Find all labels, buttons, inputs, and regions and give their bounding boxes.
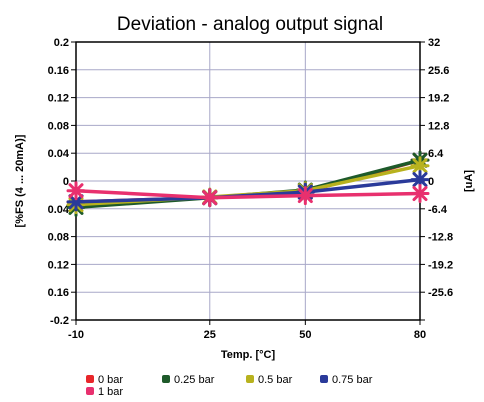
legend-label: 0.75 bar bbox=[332, 374, 373, 386]
data-point bbox=[66, 181, 86, 201]
data-point bbox=[295, 186, 315, 206]
legend-item: 0 bar bbox=[86, 374, 123, 386]
y-tick-label: 0.12 bbox=[48, 93, 69, 105]
data-point bbox=[410, 156, 430, 176]
y-tick-label: 0.08 bbox=[48, 232, 69, 244]
legend-swatch bbox=[246, 375, 254, 383]
series-line bbox=[75, 188, 421, 200]
data-point bbox=[66, 192, 86, 212]
y2-tick-label: -19.2 bbox=[428, 259, 453, 271]
legend-item: 1 bar bbox=[86, 386, 123, 398]
y-tick-label: 0.04 bbox=[48, 148, 70, 160]
x-axis: -10 25 50 80 bbox=[68, 320, 426, 341]
data-point bbox=[410, 184, 430, 204]
legend-swatch bbox=[86, 387, 94, 395]
legend: 0 bar 0.25 bar 0.5 bar 0.75 bar 1 bar bbox=[86, 374, 373, 398]
legend-item: 0.25 bar bbox=[162, 374, 215, 386]
x-tick-label: 50 bbox=[299, 329, 311, 341]
y-tick-label: 0.12 bbox=[48, 259, 69, 271]
series-1-bar bbox=[66, 181, 430, 208]
grid bbox=[76, 42, 420, 320]
y-axis-left: 0.2 0.16 0.12 0.08 0.04 0 0.04 0.08 0.12 0.16 -0.2 bbox=[48, 37, 76, 327]
legend-item: 0.5 bar bbox=[246, 374, 293, 386]
chart-title: Deviation - analog output signal bbox=[117, 14, 383, 35]
legend-label: 0 bar bbox=[98, 374, 123, 386]
x-tick-label: 25 bbox=[204, 329, 216, 341]
x-tick-label: 80 bbox=[414, 329, 426, 341]
legend-label: 0.5 bar bbox=[258, 374, 293, 386]
y-tick-label: 0.04 bbox=[48, 204, 70, 216]
legend-label: 0.25 bar bbox=[174, 374, 215, 386]
series-layer bbox=[66, 150, 430, 217]
legend-label: 1 bar bbox=[98, 386, 123, 398]
y2-tick-label: 0 bbox=[428, 176, 434, 188]
y-tick-label: 0.16 bbox=[48, 65, 69, 77]
y2-tick-label: 12.8 bbox=[428, 120, 449, 132]
y-tick-label: 0.2 bbox=[54, 37, 69, 49]
y-axis-right: 32 25.6 19.2 12.8 6.4 0 -6.4 -12.8 -19.2 -25.6 bbox=[420, 37, 453, 321]
data-point bbox=[410, 170, 430, 190]
legend-swatch bbox=[320, 375, 328, 383]
legend-item: 0.75 bar bbox=[320, 374, 373, 386]
y2-tick-label: 25.6 bbox=[428, 65, 449, 77]
x-tick-label: -10 bbox=[68, 329, 84, 341]
y-tick-label: -0.2 bbox=[50, 315, 69, 327]
y-tick-label: 0 bbox=[63, 176, 69, 188]
y2-tick-label: -12.8 bbox=[428, 232, 453, 244]
y2-tick-label: 19.2 bbox=[428, 93, 449, 105]
legend-swatch bbox=[162, 375, 170, 383]
legend-swatch bbox=[86, 375, 94, 383]
y2-tick-label: 32 bbox=[428, 37, 440, 49]
y2-tick-label: 6.4 bbox=[428, 148, 444, 160]
y2-axis-label: [uA] bbox=[463, 170, 475, 192]
y2-tick-label: -25.6 bbox=[428, 287, 453, 299]
y-axis-label: [%FS (4 ... 20mA)] bbox=[14, 134, 26, 227]
data-point bbox=[200, 188, 220, 208]
y2-tick-label: -6.4 bbox=[428, 204, 448, 216]
x-axis-label: Temp. [°C] bbox=[221, 349, 276, 361]
y-tick-label: 0.08 bbox=[48, 120, 69, 132]
y-tick-label: 0.16 bbox=[48, 287, 69, 299]
